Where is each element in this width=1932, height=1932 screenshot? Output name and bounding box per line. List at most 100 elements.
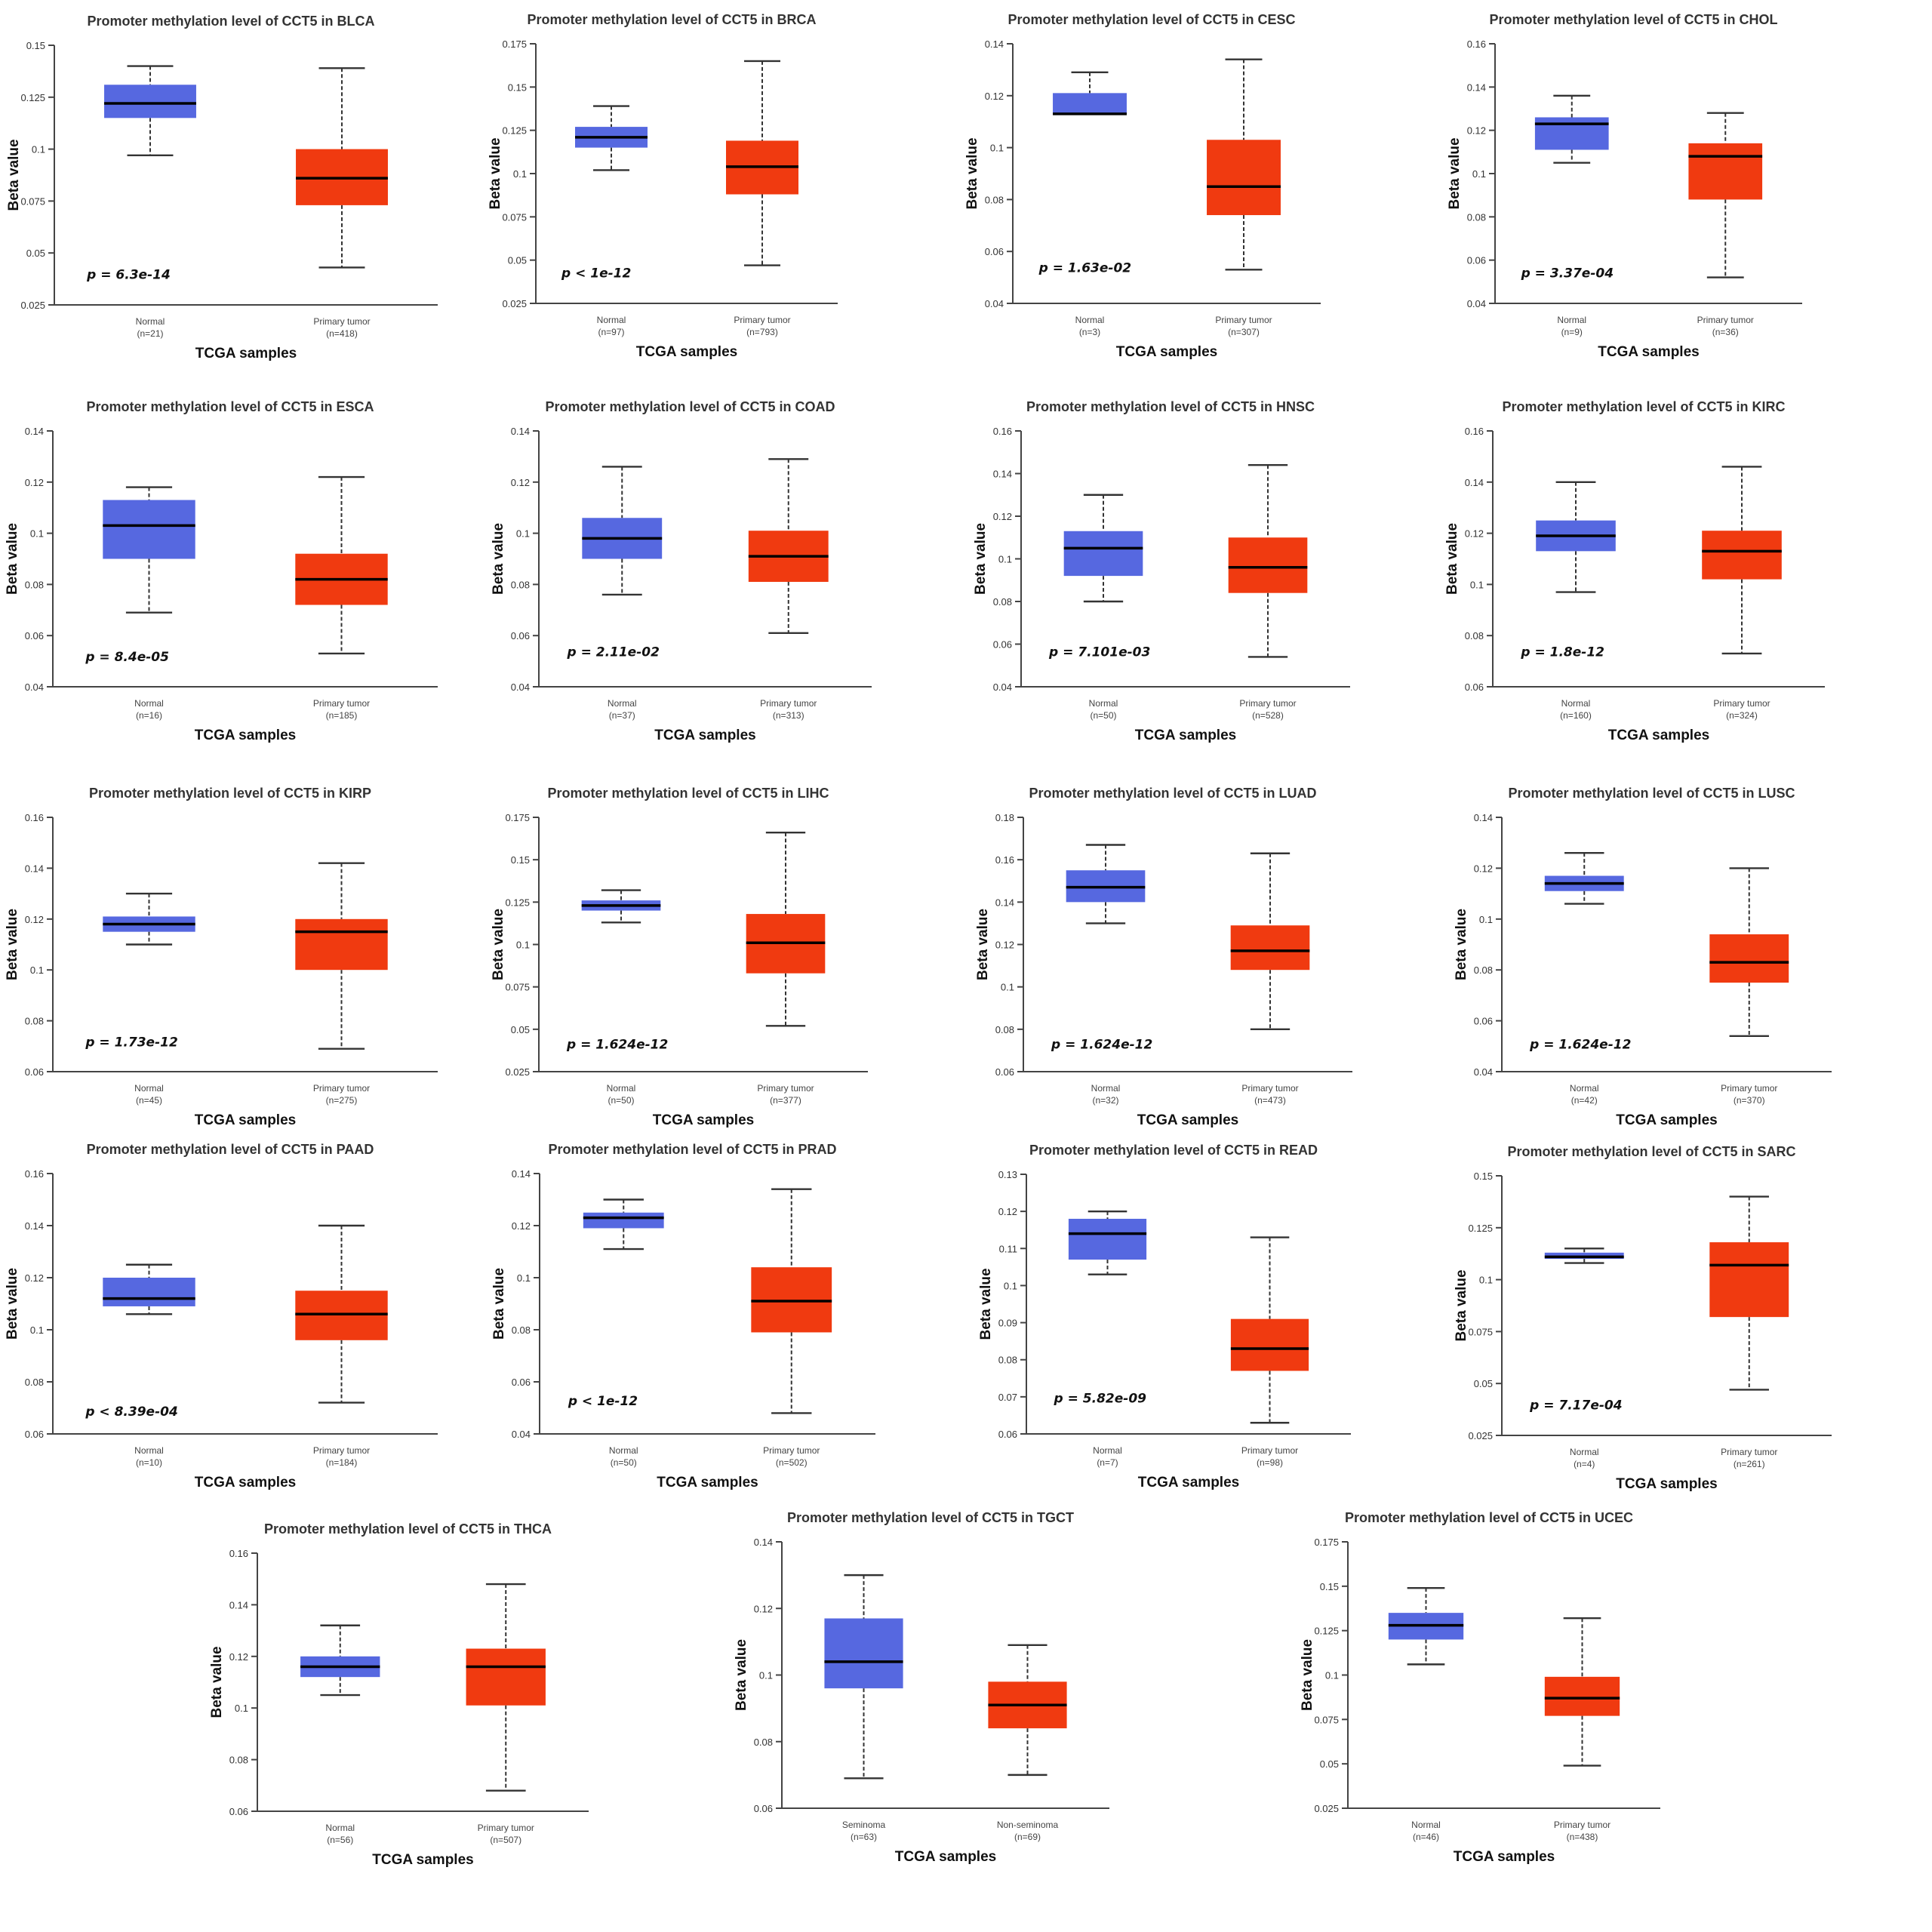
y-axis-label: Beta value (491, 523, 506, 595)
box-tumor (1228, 537, 1308, 593)
y-tick-label: 0.025 (20, 300, 45, 311)
x-axis-label: TCGA samples (195, 1475, 296, 1491)
chart-title: Promoter methylation level of CCT5 in CO… (545, 399, 835, 414)
category-label: Primary tumor (1721, 1083, 1777, 1094)
y-tick-label: 0.125 (505, 897, 530, 908)
y-tick-label: 0.16 (1467, 38, 1486, 50)
category-label: Non-seminoma (997, 1820, 1059, 1830)
category-label: Normal (607, 1083, 636, 1094)
y-tick-label: 0.06 (1474, 1016, 1493, 1027)
chart-title: Promoter methylation level of CCT5 in KI… (89, 786, 371, 801)
y-axis-label: Beta value (5, 1268, 20, 1340)
chart-title: Promoter methylation level of CCT5 in PR… (548, 1142, 836, 1157)
sample-count: (n=313) (773, 710, 804, 721)
x-axis-label: TCGA samples (654, 728, 755, 743)
category-label: Normal (1570, 1083, 1599, 1094)
chart-title: Promoter methylation level of CCT5 in KI… (1502, 399, 1785, 414)
y-tick-label: 0.14 (754, 1537, 773, 1548)
y-tick-label: 0.05 (508, 255, 527, 266)
y-tick-label: 0.05 (1474, 1378, 1493, 1389)
y-tick-label: 0.1 (990, 143, 1004, 154)
p-value: p < 1e-12 (561, 266, 631, 281)
chart-title: Promoter methylation level of CCT5 in TH… (264, 1521, 552, 1537)
p-value: p = 8.4e-05 (85, 650, 169, 665)
box-tumor (1207, 140, 1281, 216)
y-tick-label: 0.075 (1468, 1326, 1493, 1337)
y-tick-label: 0.06 (993, 639, 1012, 651)
chart-title: Promoter methylation level of CCT5 in LU… (1508, 786, 1795, 801)
sample-count: (n=45) (136, 1095, 162, 1106)
box-tumor (295, 918, 388, 971)
y-tick-label: 0.06 (25, 1066, 44, 1078)
chart-title: Promoter methylation level of CCT5 in CE… (1008, 12, 1295, 27)
y-tick-label: 0.175 (1314, 1537, 1339, 1548)
category-label: Primary tumor (313, 1083, 370, 1094)
category-label: Primary tumor (757, 1083, 814, 1094)
box-tumor (1544, 1676, 1620, 1716)
y-tick-label: 0.12 (25, 914, 44, 925)
chart-title: Promoter methylation level of CCT5 in SA… (1507, 1144, 1795, 1159)
y-tick-label: 0.14 (1467, 82, 1486, 93)
p-value: p = 7.101e-03 (1048, 645, 1150, 660)
category-label: Normal (136, 316, 165, 327)
x-axis-label: TCGA samples (1116, 344, 1217, 360)
category-label: Normal (609, 1445, 638, 1456)
sample-count: (n=307) (1228, 327, 1260, 337)
x-axis-label: TCGA samples (1454, 1849, 1555, 1865)
category-label: Primary tumor (734, 315, 790, 325)
category-label: Seminoma (842, 1820, 886, 1830)
y-tick-label: 0.08 (512, 1324, 531, 1336)
y-axis-label: Beta value (1444, 523, 1460, 595)
p-value: p = 1.624e-12 (1051, 1038, 1152, 1053)
y-tick-label: 0.16 (25, 812, 44, 823)
y-tick-label: 0.175 (502, 38, 527, 50)
y-tick-label: 0.1 (235, 1703, 248, 1714)
y-axis-label: Beta value (5, 523, 20, 595)
x-axis-label: TCGA samples (1138, 1475, 1239, 1491)
sample-count: (n=502) (776, 1457, 808, 1468)
y-tick-label: 0.06 (25, 1429, 44, 1440)
box-normal (1066, 870, 1146, 903)
chart-title: Promoter methylation level of CCT5 in LI… (547, 786, 829, 801)
category-label: Normal (1075, 315, 1105, 325)
sample-count: (n=56) (327, 1835, 353, 1845)
p-value: p < 1e-12 (568, 1394, 638, 1409)
box-tumor (726, 140, 798, 195)
box-tumor (296, 149, 388, 205)
sample-count: (n=37) (609, 710, 635, 721)
category-label: Normal (1091, 1083, 1121, 1094)
y-tick-label: 0.06 (1465, 681, 1484, 693)
y-tick-label: 0.04 (993, 681, 1012, 693)
y-tick-label: 0.025 (505, 1066, 530, 1078)
box-normal (575, 127, 648, 148)
chart-title: Promoter methylation level of CCT5 in BR… (527, 12, 816, 27)
sample-count: (n=507) (490, 1835, 521, 1845)
p-value: p = 3.37e-04 (1521, 266, 1614, 281)
y-tick-label: 0.15 (1320, 1581, 1339, 1592)
y-tick-label: 0.125 (1468, 1223, 1493, 1234)
category-label: Primary tumor (313, 1445, 370, 1456)
y-tick-label: 0.14 (229, 1599, 248, 1611)
y-tick-label: 0.12 (512, 1220, 531, 1232)
sample-count: (n=261) (1734, 1459, 1765, 1469)
y-tick-label: 0.1 (517, 1272, 531, 1284)
category-label: Primary tumor (1697, 315, 1754, 325)
y-tick-label: 0.14 (1474, 812, 1493, 823)
y-tick-label: 0.15 (508, 82, 527, 93)
p-value: p = 2.11e-02 (566, 645, 659, 660)
chart-title: Promoter methylation level of CCT5 in ES… (86, 399, 374, 414)
category-label: Primary tumor (1721, 1447, 1777, 1457)
category-label: Primary tumor (1241, 1445, 1298, 1456)
y-tick-label: 0.14 (511, 426, 530, 437)
y-tick-label: 0.075 (20, 195, 45, 207)
y-axis-label: Beta value (488, 137, 503, 209)
y-tick-label: 0.16 (229, 1548, 248, 1559)
y-tick-label: 0.06 (25, 630, 44, 641)
y-axis-label: Beta value (5, 909, 20, 980)
box-normal (1388, 1613, 1464, 1640)
p-value: p < 8.39e-04 (85, 1404, 177, 1420)
category-label: Normal (1089, 698, 1118, 709)
